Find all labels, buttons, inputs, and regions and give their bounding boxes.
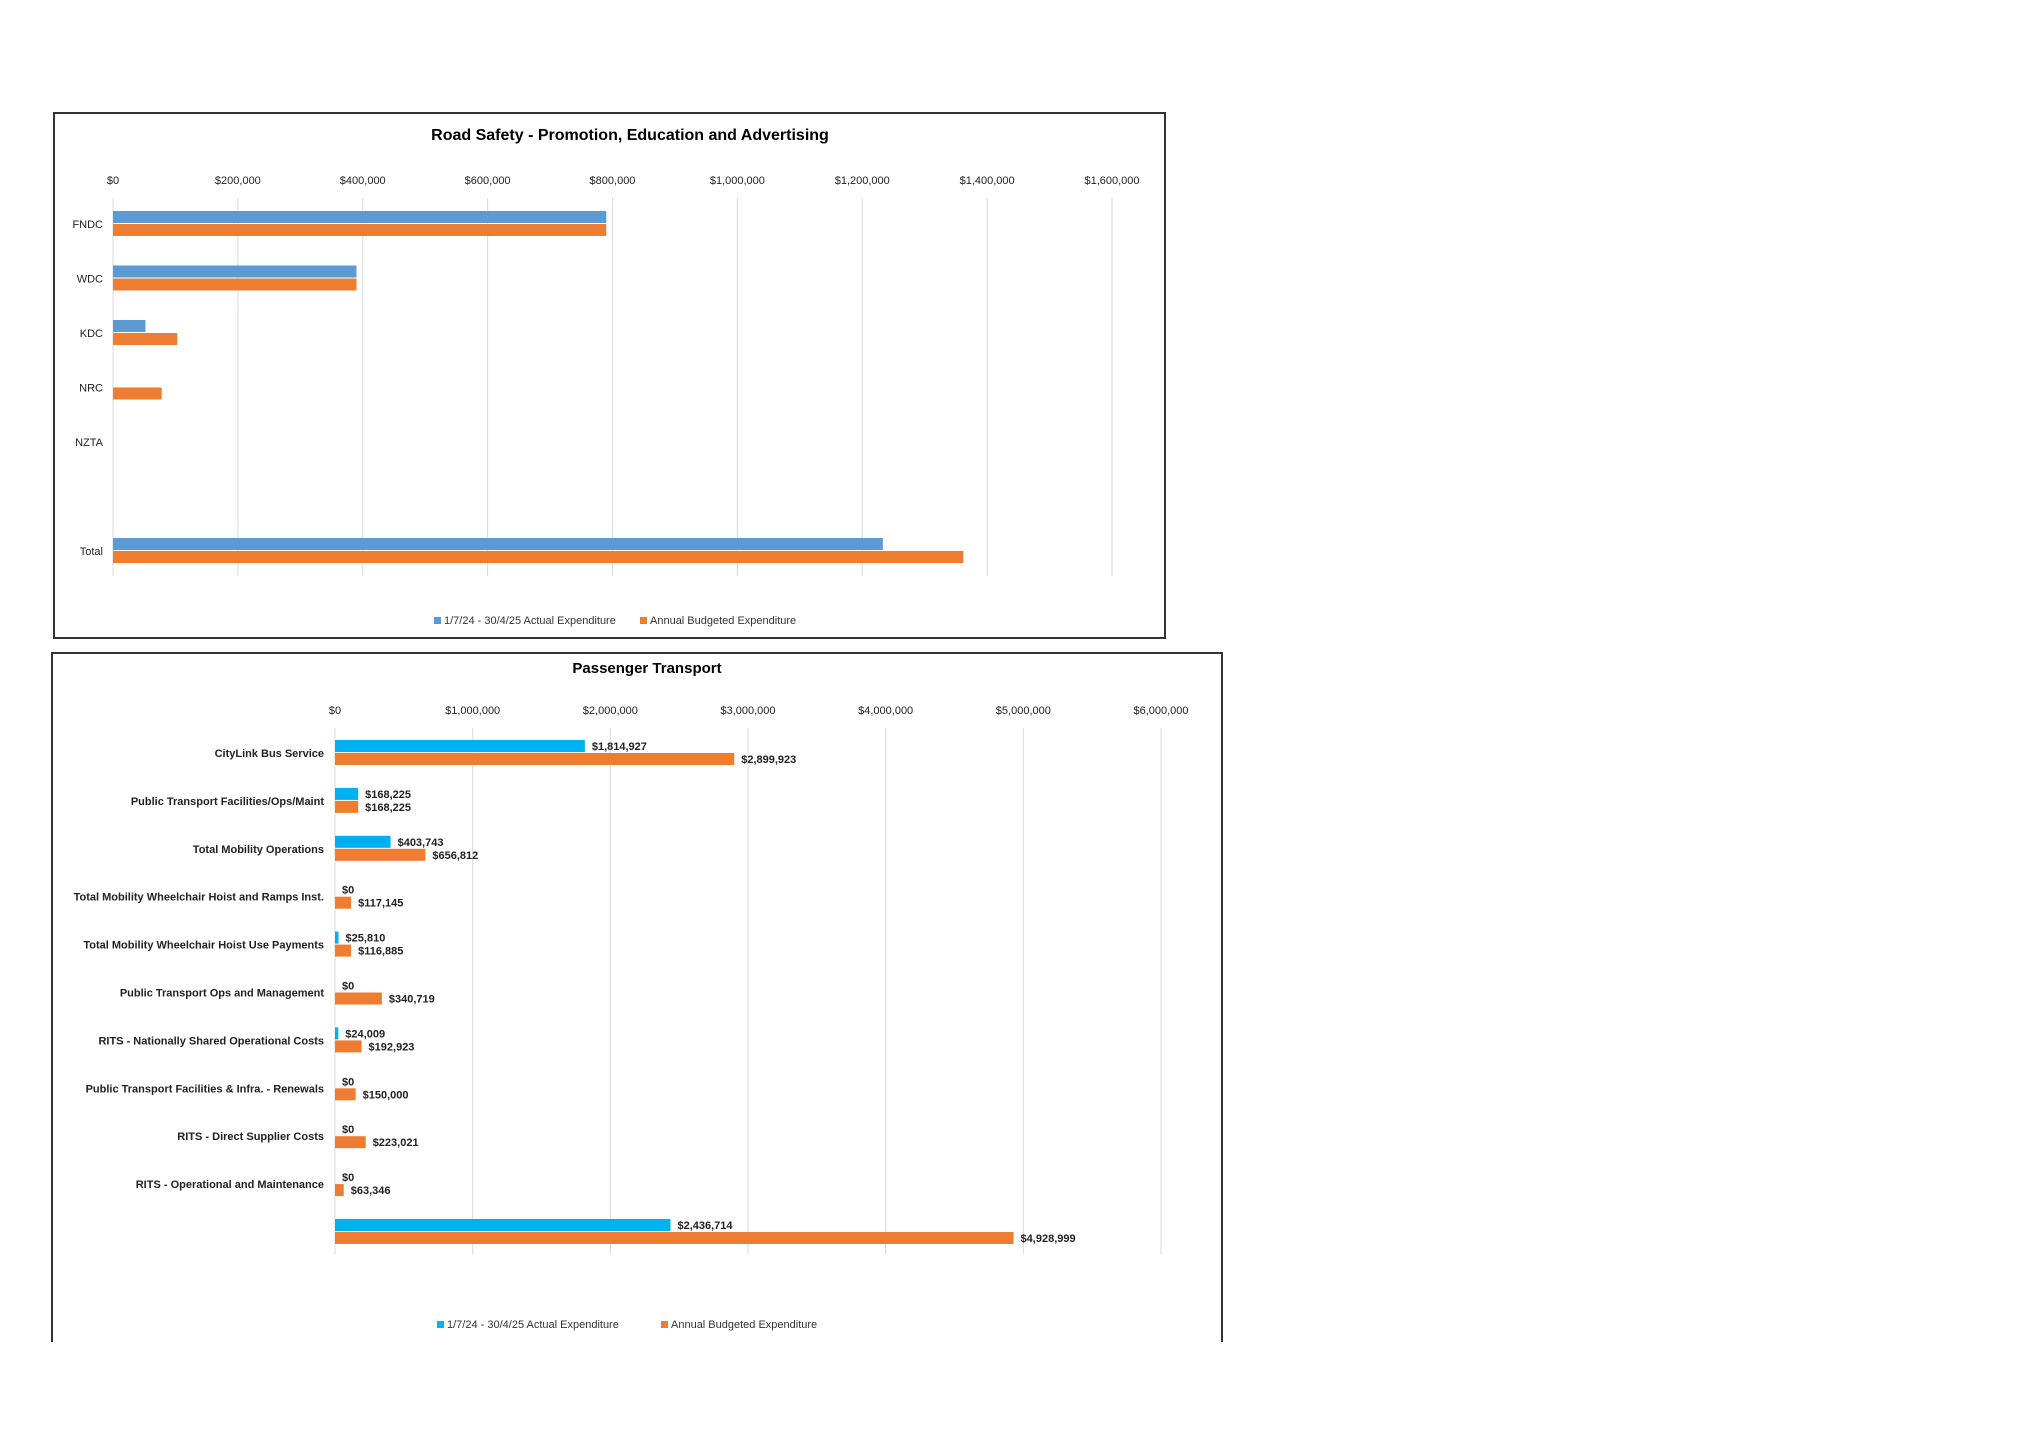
bar (335, 848, 426, 861)
bar (113, 320, 146, 332)
data-label: $0 (342, 1124, 354, 1136)
legend-entry: 1/7/24 - 30/4/25 Actual Expenditure (444, 615, 616, 627)
x-tick-label: $1,400,000 (960, 175, 1015, 187)
bar (335, 1136, 366, 1149)
category-label: RITS - Nationally Shared Operational Cos… (98, 1035, 324, 1047)
category-label: Public Transport Facilities/Ops/Maint (131, 796, 324, 808)
category-label: CityLink Bus Service (215, 748, 324, 760)
data-label: $63,346 (351, 1185, 391, 1197)
x-tick-label: $600,000 (465, 175, 511, 187)
x-tick-label: $1,200,000 (835, 175, 890, 187)
data-label: $168,225 (365, 789, 411, 801)
x-tick-label: $200,000 (215, 175, 261, 187)
data-label: $2,436,714 (677, 1220, 733, 1232)
legend-entry: 1/7/24 - 30/4/25 Actual Expenditure (447, 1319, 619, 1331)
data-label: $0 (342, 981, 354, 993)
category-label: Public Transport Facilities & Infra. - R… (86, 1083, 324, 1095)
bar (335, 931, 339, 944)
data-label: $168,225 (365, 802, 411, 814)
bar (335, 1040, 362, 1053)
category-label: FNDC (72, 219, 103, 231)
data-label: $403,743 (398, 837, 444, 849)
data-label: $1,814,927 (592, 741, 647, 753)
x-tick-label: $6,000,000 (1133, 705, 1188, 717)
bar (113, 278, 357, 291)
legend-swatch (640, 617, 647, 624)
legend-swatch (661, 1321, 668, 1328)
x-tick-label: $400,000 (340, 175, 386, 187)
category-label: Total Mobility Operations (193, 844, 324, 856)
bar (113, 538, 883, 550)
x-tick-label: $0 (329, 705, 341, 717)
category-label: KDC (80, 328, 103, 340)
legend-swatch (434, 617, 441, 624)
category-label: Total Mobility Wheelchair Hoist Use Paym… (83, 940, 324, 952)
data-label: $0 (342, 885, 354, 897)
bar (335, 1027, 339, 1040)
road-safety-chart-panel: Road Safety - Promotion, Education and A… (53, 112, 1166, 639)
passenger-transport-chart-panel: Passenger Transport $0 $1,000,000 $2,000,00… (51, 652, 1223, 1342)
data-label: $192,923 (369, 1041, 415, 1053)
bar (335, 1088, 356, 1101)
x-tick-label: $0 (107, 175, 119, 187)
bar (335, 1184, 344, 1197)
category-label: WDC (77, 274, 103, 286)
chart-title: Road Safety - Promotion, Education and A… (431, 127, 829, 144)
bar (335, 787, 359, 800)
bar (113, 265, 357, 278)
bar (335, 835, 391, 848)
legend-entry: Annual Budgeted Expenditure (671, 1319, 817, 1331)
data-label: $0 (342, 1076, 354, 1088)
category-label: RITS - Direct Supplier Costs (177, 1131, 324, 1143)
category-label: RITS - Operational and Maintenance (136, 1179, 324, 1191)
x-tick-label: $800,000 (590, 175, 636, 187)
data-label: $340,719 (389, 994, 435, 1006)
data-label: $223,021 (373, 1137, 419, 1149)
x-tick-label: $5,000,000 (996, 705, 1051, 717)
category-label: Public Transport Ops and Management (120, 988, 324, 1000)
bar (113, 333, 178, 345)
data-label: $24,009 (345, 1028, 385, 1040)
bar (335, 992, 382, 1005)
bar (113, 551, 964, 563)
bar (335, 1219, 671, 1231)
passenger-transport-chart: Passenger Transport $0 $1,000,000 $2,000,00… (74, 660, 1189, 1331)
bar (113, 224, 607, 236)
bar (335, 944, 352, 957)
data-label: $25,810 (346, 933, 386, 945)
road-safety-chart: Road Safety - Promotion, Education and A… (72, 127, 1139, 627)
bar (335, 740, 585, 752)
bar (113, 387, 162, 400)
data-label: $116,885 (358, 946, 403, 958)
x-tick-label: $1,000,000 (710, 175, 765, 187)
category-label: NRC (79, 383, 103, 395)
x-tick-label: $1,600,000 (1084, 175, 1139, 187)
bar (335, 800, 359, 813)
bar (113, 211, 607, 223)
bar (335, 896, 352, 909)
data-label: $117,145 (358, 898, 403, 910)
x-tick-label: $3,000,000 (720, 705, 775, 717)
data-label: $4,928,999 (1021, 1233, 1076, 1245)
data-label: $656,812 (432, 850, 478, 862)
data-label: $2,899,923 (741, 754, 796, 766)
data-label: $150,000 (363, 1089, 409, 1101)
x-tick-label: $2,000,000 (583, 705, 638, 717)
chart-title: Passenger Transport (572, 660, 721, 677)
legend-entry: Annual Budgeted Expenditure (650, 615, 796, 627)
category-label: NZTA (75, 437, 104, 449)
x-tick-label: $4,000,000 (858, 705, 913, 717)
category-label: Total (80, 546, 103, 558)
x-tick-label: $1,000,000 (445, 705, 500, 717)
bar (335, 1232, 1014, 1244)
legend-swatch (437, 1321, 444, 1328)
category-label: Total Mobility Wheelchair Hoist and Ramp… (74, 892, 324, 904)
data-label: $0 (342, 1172, 354, 1184)
bar (335, 753, 735, 765)
